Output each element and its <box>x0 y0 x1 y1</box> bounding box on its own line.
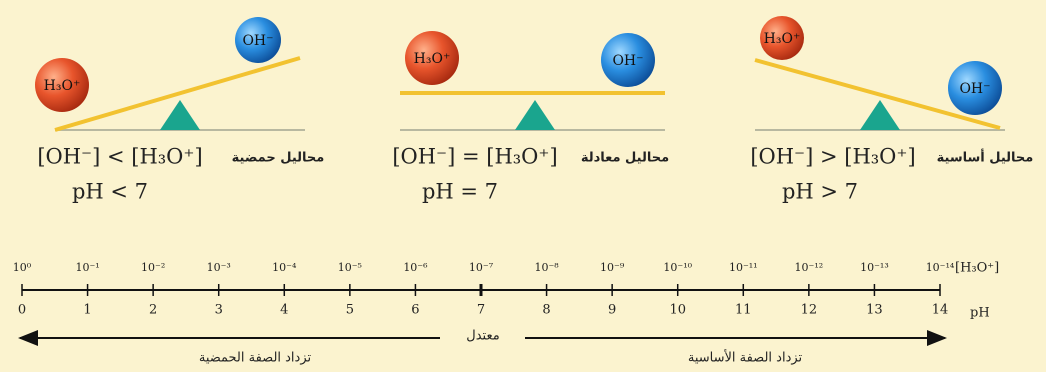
ph-value: 8 <box>542 303 550 318</box>
diagram: H₃O⁺ OH⁻ [OH⁻] < [H₃O⁺] محاليل حمضية pH < 7 H… <box>0 0 1046 372</box>
ph-value: 10 <box>669 303 686 318</box>
concentration-label: 10⁻¹⁴ <box>926 261 955 274</box>
ph-condition: pH < 7 <box>72 180 148 204</box>
concentration-label: 10⁻⁷ <box>469 261 494 274</box>
acidic-text: تزداد الصفة الحمضية <box>199 351 312 366</box>
ion-label: OH⁻ <box>959 81 990 97</box>
ph-condition: pH = 7 <box>422 180 498 204</box>
relation: [OH⁻] > [H₃O⁺] <box>750 145 915 169</box>
concentration-label: 10⁻¹³ <box>860 261 889 274</box>
ph-value: 9 <box>608 303 616 318</box>
ph-value: 11 <box>735 303 752 318</box>
concentration-label: 10⁻³ <box>207 261 231 274</box>
concentration-label: 10⁻⁴ <box>272 261 297 274</box>
ion-label: OH⁻ <box>612 53 643 69</box>
solution-type: محاليل حمضية <box>232 151 325 166</box>
ph-value: 12 <box>801 303 818 318</box>
ion-label: OH⁻ <box>242 33 273 49</box>
concentration-label: 10⁻² <box>141 261 165 274</box>
ph-value: 7 <box>477 303 485 318</box>
concentration-label: 10⁻¹⁰ <box>663 261 692 274</box>
ph-value: 13 <box>866 303 883 318</box>
ion-label: H₃O⁺ <box>414 51 451 67</box>
concentration-label: 10⁻⁵ <box>338 261 362 274</box>
ion-label: H₃O⁺ <box>764 31 801 47</box>
neutral-label: معتدل <box>466 329 499 344</box>
basic-text: تزداد الصفة الأساسية <box>688 349 803 366</box>
concentration-label: 10⁻⁹ <box>600 261 625 274</box>
concentration-label: 10⁻¹¹ <box>729 261 758 274</box>
ph-value: 3 <box>215 303 223 318</box>
solution-type: محاليل أساسية <box>937 149 1034 166</box>
ph-value: 14 <box>932 303 949 318</box>
ph-value: 2 <box>149 303 157 318</box>
concentration-label: 10⁻⁸ <box>534 261 559 274</box>
solution-type: محاليل معادلة <box>581 151 669 166</box>
ph-axis-label: pH <box>970 306 990 321</box>
ph-value: 5 <box>346 303 354 318</box>
relation: [OH⁻] < [H₃O⁺] <box>37 145 202 169</box>
ph-value: 4 <box>280 303 288 318</box>
concentration-axis-label: [H₃O⁺] <box>955 261 999 276</box>
relation: [OH⁻] = [H₃O⁺] <box>392 145 557 169</box>
ph-value: 0 <box>18 303 26 318</box>
ion-label: H₃O⁺ <box>44 78 81 94</box>
concentration-label: 10⁻¹ <box>75 261 99 274</box>
ph-condition: pH > 7 <box>782 180 858 204</box>
ph-value: 6 <box>411 303 419 318</box>
concentration-label: 10⁰ <box>13 261 32 274</box>
ph-value: 1 <box>83 303 91 318</box>
concentration-label: 10⁻¹² <box>795 261 824 274</box>
concentration-label: 10⁻⁶ <box>403 261 428 274</box>
